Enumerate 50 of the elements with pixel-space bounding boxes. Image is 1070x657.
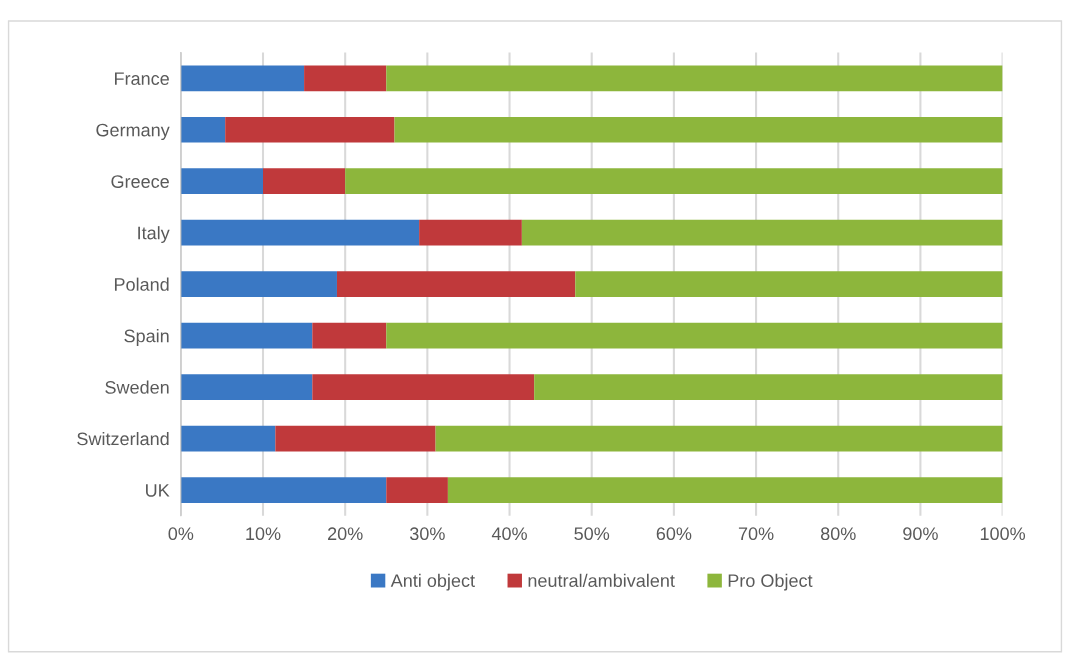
bar	[419, 219, 522, 246]
y-tick-label: Germany	[96, 123, 170, 141]
y-tick-label: Spain	[124, 329, 169, 346]
y-tick-label: Sweden	[105, 380, 169, 394]
legend-label: Pro Object	[728, 573, 813, 591]
bar	[336, 271, 576, 298]
bar	[386, 477, 448, 503]
bar	[225, 116, 395, 143]
x-tick-label: 100%	[980, 527, 1026, 541]
bar	[275, 425, 436, 452]
bar	[180, 425, 276, 452]
bar	[575, 271, 1003, 298]
bar	[386, 65, 1003, 92]
bar	[180, 322, 313, 349]
bar	[180, 116, 226, 143]
x-tick-label: 70%	[738, 527, 774, 541]
x-tick-label: 60%	[656, 527, 692, 541]
y-tick-label: Greece	[111, 175, 169, 188]
x-tick-label: 50%	[574, 527, 610, 541]
bar	[447, 477, 1003, 503]
bar	[180, 477, 387, 503]
x-tick-label: 20%	[328, 527, 363, 541]
bar	[394, 116, 1003, 143]
bar	[180, 271, 337, 298]
y-tick-label: Italy	[138, 226, 170, 243]
y-tick-label: Poland	[114, 277, 169, 291]
bar	[312, 322, 387, 349]
y-tick-label: UK	[146, 484, 170, 497]
bar	[180, 168, 264, 195]
y-tick-label: Switzerland	[77, 432, 169, 446]
x-tick-label: 40%	[491, 527, 527, 541]
bar	[386, 322, 1003, 349]
x-tick-label: 10%	[246, 527, 281, 541]
x-tick-label: 0%	[168, 527, 194, 541]
bar	[180, 374, 313, 400]
bar	[312, 374, 535, 400]
y-tick-label: France	[115, 72, 169, 86]
legend-label: Anti object	[390, 573, 475, 591]
bar	[304, 65, 387, 92]
bar	[534, 374, 1003, 400]
legend-label: neutral/ambivalent	[528, 573, 675, 588]
bar	[263, 168, 346, 195]
bar	[180, 219, 420, 246]
bar	[180, 65, 305, 92]
bar	[435, 425, 1003, 452]
x-tick-label: 30%	[409, 527, 445, 541]
bar	[345, 168, 1003, 195]
bar	[521, 219, 1003, 246]
x-tick-label: 80%	[820, 527, 856, 541]
x-tick-label: 90%	[903, 527, 938, 541]
